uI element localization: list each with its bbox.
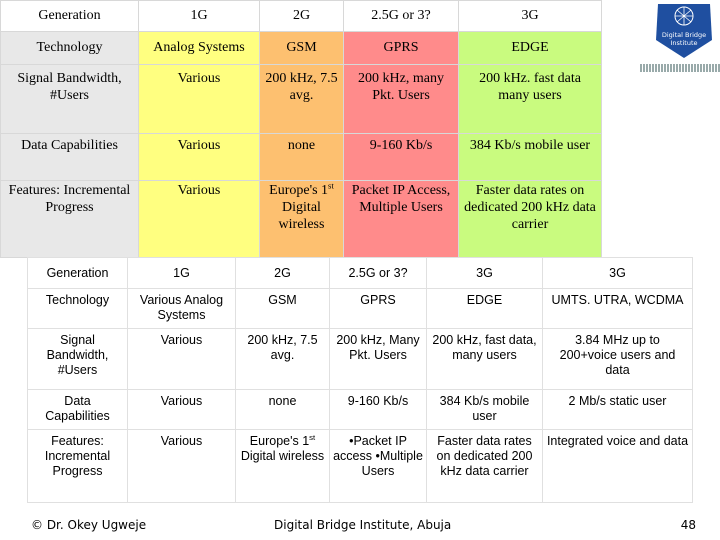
table-cell: 384 Kb/s mobile user xyxy=(458,133,602,181)
row-label: Technology xyxy=(27,288,128,329)
header-cell: 2.5G or 3? xyxy=(343,0,459,32)
table-cell: 9-160 Kb/s xyxy=(329,389,427,430)
table-cell: UMTS. UTRA, WCDMA xyxy=(542,288,693,329)
table-cell: 200 kHz, Many Pkt. Users xyxy=(329,328,427,390)
row-label: Features: Incremental Progress xyxy=(0,180,139,258)
table-cell: Various Analog Systems xyxy=(127,288,236,329)
table-cell: Various xyxy=(127,328,236,390)
table-row: Technology Analog Systems GSM GPRS EDGE xyxy=(0,31,602,65)
table-cell: Various xyxy=(127,429,236,503)
header-cell: 2.5G or 3? xyxy=(329,257,427,289)
page-number: 48 xyxy=(680,518,696,532)
table-cell: Europe's 1st Digital wireless xyxy=(235,429,330,503)
table-row: Signal Bandwidth, #Users Various 200 kHz… xyxy=(27,328,693,390)
table-cell: Faster data rates on dedicated 200 kHz d… xyxy=(458,180,602,258)
header-cell: 2G xyxy=(259,0,344,32)
row-label: Data Capabilities xyxy=(27,389,128,430)
table-cell: Various xyxy=(138,180,260,258)
table-cell: 200 kHz. fast data many users xyxy=(458,64,602,134)
table-cell: 200 kHz, 7.5 avg. xyxy=(235,328,330,390)
table-cell: Integrated voice and data xyxy=(542,429,693,503)
table-cell: 200 kHz, 7.5 avg. xyxy=(259,64,344,134)
logo-caption-strip xyxy=(640,64,720,72)
table-cell: Analog Systems xyxy=(138,31,260,65)
row-label: Signal Bandwidth, #Users xyxy=(0,64,139,134)
table-cell: EDGE xyxy=(458,31,602,65)
header-cell: Generation xyxy=(27,257,128,289)
table-row: Features: Incremental Progress Various E… xyxy=(0,180,602,258)
table-cell: Packet IP Access, Multiple Users xyxy=(343,180,459,258)
table-row: Signal Bandwidth, #Users Various 200 kHz… xyxy=(0,64,602,134)
header-cell: 3G xyxy=(426,257,543,289)
table-cell: GSM xyxy=(235,288,330,329)
table-cell: 2 Mb/s static user xyxy=(542,389,693,430)
table-cell: 200 kHz, many Pkt. Users xyxy=(343,64,459,134)
header-cell: 1G xyxy=(127,257,236,289)
table-cell: •Packet IP access •Multiple Users xyxy=(329,429,427,503)
comparison-table-sans: Generation 1G 2G 2.5G or 3? 3G 3G Techno… xyxy=(27,257,693,503)
table-cell: 200 kHz, fast data, many users xyxy=(426,328,543,390)
table-cell: EDGE xyxy=(426,288,543,329)
table-cell: GPRS xyxy=(329,288,427,329)
table-cell: Various xyxy=(127,389,236,430)
footer-author: © Dr. Okey Ugweje xyxy=(31,518,147,532)
table-cell: 3.84 MHz up to 200+voice users and data xyxy=(542,328,693,390)
table-header-row: Generation 1G 2G 2.5G or 3? 3G xyxy=(0,0,602,32)
table-cell: 9-160 Kb/s xyxy=(343,133,459,181)
svg-text:Institute: Institute xyxy=(671,39,698,47)
header-cell: 1G xyxy=(138,0,260,32)
table-header-row: Generation 1G 2G 2.5G or 3? 3G 3G xyxy=(27,257,693,289)
table-cell: GSM xyxy=(259,31,344,65)
table-cell: none xyxy=(259,133,344,181)
row-label: Data Capabilities xyxy=(0,133,139,181)
table-cell: 384 Kb/s mobile user xyxy=(426,389,543,430)
header-cell: 3G xyxy=(458,0,602,32)
table-cell: Various xyxy=(138,133,260,181)
table-cell: Europe's 1st Digital wireless xyxy=(259,180,344,258)
header-cell: Generation xyxy=(0,0,139,32)
header-cell: 2G xyxy=(235,257,330,289)
table-cell: Various xyxy=(138,64,260,134)
table-cell: none xyxy=(235,389,330,430)
table-row: Data Capabilities Various none 9-160 Kb/… xyxy=(27,389,693,430)
table-row: Data Capabilities Various none 9-160 Kb/… xyxy=(0,133,602,181)
header-cell: 3G xyxy=(542,257,693,289)
row-label: Features: Incremental Progress xyxy=(27,429,128,503)
comparison-table-serif: Generation 1G 2G 2.5G or 3? 3G Technolog… xyxy=(0,0,602,258)
digital-bridge-institute-logo: Digital Bridge Institute xyxy=(656,4,712,58)
table-cell: Faster data rates on dedicated 200 kHz d… xyxy=(426,429,543,503)
table-row: Features: Incremental Progress Various E… xyxy=(27,429,693,503)
table-cell: GPRS xyxy=(343,31,459,65)
table-row: Technology Various Analog Systems GSM GP… xyxy=(27,288,693,329)
svg-text:Digital Bridge: Digital Bridge xyxy=(662,31,706,39)
footer-institution: Digital Bridge Institute, Abuja xyxy=(274,518,452,532)
row-label: Signal Bandwidth, #Users xyxy=(27,328,128,390)
row-label: Technology xyxy=(0,31,139,65)
